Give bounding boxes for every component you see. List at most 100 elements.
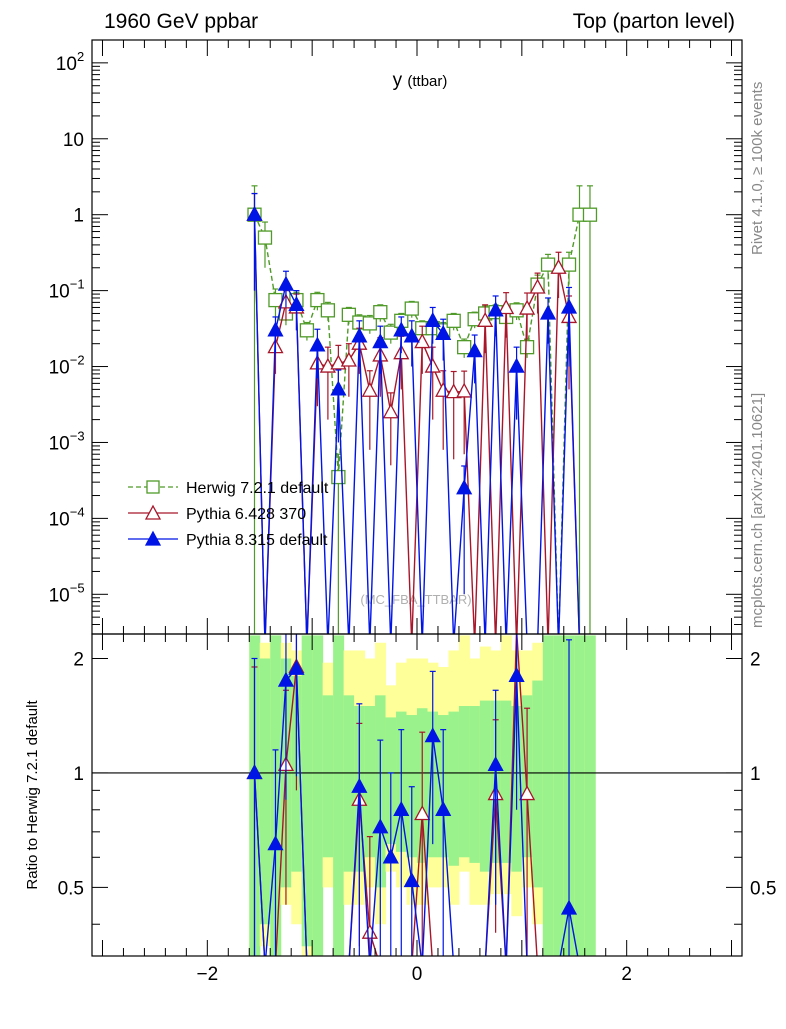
data-point-pythia6 <box>477 311 494 327</box>
main-y-tick-label: 10 <box>63 130 84 151</box>
legend-label-herwig: Herwig 7.2.1 default <box>186 480 329 497</box>
ratio-band-stat <box>532 680 544 888</box>
data-point-herwig <box>519 340 535 355</box>
ratio-point-pythia8 <box>382 848 399 864</box>
data-point-herwig <box>373 305 388 320</box>
legend: Herwig 7.2.1 default Pythia 6.428 370 Py… <box>128 480 329 549</box>
data-point-pythia8 <box>560 298 578 314</box>
data-point-pythia8 <box>487 301 504 317</box>
ratio-y-tick-label-left: 1 <box>73 764 84 785</box>
series-line-pythia8 <box>253 214 580 634</box>
data-point-pythia8 <box>539 304 557 320</box>
header-left-title: 1960 GeV ppbar <box>104 10 258 33</box>
header-right-title: Top (parton level) <box>573 10 735 33</box>
legend-marker-pythia6 <box>144 504 162 520</box>
ratio-point-pythia6 <box>518 785 536 801</box>
ratio-point-pythia8 <box>277 671 295 687</box>
data-point-pythia6 <box>529 278 546 294</box>
main-y-tick-label: 10−2 <box>49 353 85 379</box>
axes: 102 10 1 10−1 10−2 10−3 10−4 10−5 2 2 1 1 0.5 0.5 −2 0 2 <box>49 39 776 985</box>
data-point-pythia8 <box>393 321 410 337</box>
data-point-herwig <box>310 292 325 308</box>
data-point-pythia8 <box>351 327 368 343</box>
data-point-pythia8 <box>508 357 525 373</box>
ratio-point-pythia6 <box>361 923 378 939</box>
ratio-point-pythia8 <box>435 800 452 816</box>
main-y-tick-label: 10−4 <box>49 504 85 530</box>
data-point-pythia6 <box>340 351 357 367</box>
legend-label-pythia8: Pythia 8.315 default <box>186 532 328 549</box>
data-point-herwig <box>457 340 472 355</box>
x-tick-label: −2 <box>196 964 218 985</box>
data-point-pythia8 <box>456 479 473 495</box>
main-y-tick-label: 10−1 <box>49 277 85 303</box>
main-y-tick-label: 102 <box>56 49 84 75</box>
data-point-herwig <box>257 230 273 245</box>
data-point-pythia6 <box>424 357 441 373</box>
analysis-watermark: (MC_FBA_TTBAR) <box>360 592 471 607</box>
chart-title: y (ttbar) <box>393 70 448 91</box>
data-point-pythia8 <box>424 311 441 327</box>
ratio-point-pythia8 <box>288 659 305 675</box>
ratio-point-pythia8 <box>487 756 504 772</box>
ratio-y-tick-label-left: 2 <box>73 650 84 671</box>
legend-marker-pythia8 <box>144 530 162 546</box>
ratio-band-stat <box>553 635 565 956</box>
ratio-point-pythia6 <box>414 805 431 821</box>
ratio-band-stat <box>301 635 313 947</box>
ratio-plot-series <box>246 634 579 956</box>
ratio-y-tick-label-right: 1 <box>750 764 761 785</box>
ratio-band-stat <box>448 711 460 866</box>
ratio-band-stat <box>500 700 512 863</box>
main-y-tick-label: 1 <box>73 206 84 227</box>
data-point-herwig <box>320 303 336 318</box>
data-point-herwig <box>446 313 461 328</box>
data-point-pythia8 <box>372 333 389 349</box>
data-point-pythia6 <box>456 382 473 398</box>
data-point-pythia6 <box>518 299 536 315</box>
ratio-point-pythia8 <box>403 872 420 888</box>
data-point-herwig <box>341 307 357 322</box>
data-point-herwig <box>561 257 577 272</box>
main-y-tick-label: 10−3 <box>49 428 85 454</box>
data-point-herwig <box>362 316 377 331</box>
ratio-band-stat <box>469 706 481 863</box>
data-point-pythia8 <box>246 205 263 221</box>
main-y-tick-label: 10−5 <box>49 580 85 606</box>
data-point-herwig <box>540 257 556 272</box>
x-tick-label: 0 <box>412 964 423 985</box>
data-point-pythia8 <box>309 336 326 352</box>
mcplots-label: mcplots.cern.ch [arXiv:2401.10621] <box>749 393 766 628</box>
data-point-herwig <box>404 301 419 316</box>
data-point-pythia6 <box>382 403 399 419</box>
ratio-point-pythia8 <box>267 835 284 851</box>
data-point-pythia8 <box>330 380 347 396</box>
data-point-herwig <box>299 323 315 338</box>
legend-marker-herwig <box>146 480 160 494</box>
ratio-band-stat <box>333 635 345 956</box>
data-point-pythia8 <box>403 327 420 343</box>
data-point-pythia8 <box>435 324 452 340</box>
ratio-band-stat <box>542 635 554 956</box>
data-point-herwig <box>582 207 598 222</box>
legend-entry-herwig: Herwig 7.2.1 default <box>128 480 329 497</box>
series-line-herwig <box>253 213 590 634</box>
ratio-y-tick-label-left: 0.5 <box>58 878 84 899</box>
data-point-pythia6 <box>550 258 567 274</box>
ratio-band-stat <box>312 635 324 956</box>
rivet-label: Rivet 4.1.0, ≥ 100k events <box>749 82 766 255</box>
main-plot-series <box>246 185 598 634</box>
ratio-point-pythia8 <box>351 777 368 793</box>
legend-label-pythia6: Pythia 6.428 370 <box>186 506 306 523</box>
data-point-pythia8 <box>288 295 305 311</box>
legend-entry-pythia8: Pythia 8.315 default <box>128 530 328 549</box>
data-point-pythia8 <box>267 321 284 337</box>
ratio-point-pythia8 <box>560 899 578 915</box>
data-point-pythia6 <box>498 299 515 315</box>
ratio-band-stat <box>584 635 596 956</box>
ratio-y-tick-label-right: 0.5 <box>750 878 776 899</box>
data-point-pythia8 <box>277 275 295 291</box>
data-point-pythia8 <box>466 342 483 358</box>
